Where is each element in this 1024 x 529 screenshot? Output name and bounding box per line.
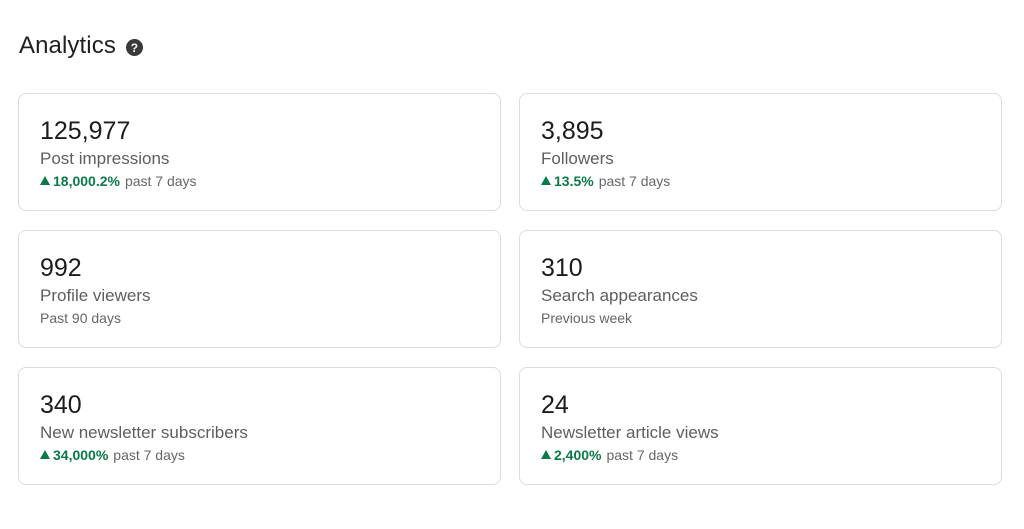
trend-up-icon [40,450,50,459]
card-profile-viewers[interactable]: 992 Profile viewers Past 90 days [18,230,501,348]
question-circle-icon[interactable]: ? [125,39,143,56]
metric-label: Post impressions [40,149,170,168]
metric-label: New newsletter subscribers [40,423,248,442]
metric-value: 3,895 [541,117,604,145]
trend-period: past 7 days [606,447,679,463]
trend-up-icon [40,176,50,185]
metric-label: Profile viewers [40,286,151,305]
metric-trend: 13.5% past 7 days [541,171,980,191]
period-text: Previous week [541,310,633,326]
trend-up-icon [541,450,551,459]
trend-percent: 34,000% [53,447,109,463]
trend-percent: 13.5% [554,173,594,189]
card-search-appearances[interactable]: 310 Search appearances Previous week [519,230,1002,348]
metric-value: 125,977 [40,117,131,145]
card-newsletter-subscribers[interactable]: 340 New newsletter subscribers 34,000% p… [18,367,501,485]
card-followers[interactable]: 3,895 Followers 13.5% past 7 days [519,93,1002,211]
period-text: Past 90 days [40,310,121,326]
trend-period: past 7 days [598,173,671,189]
card-post-impressions[interactable]: 125,977 Post impressions 18,000.2% past … [18,93,501,211]
metric-label: Followers [541,149,614,168]
trend-up-icon [541,176,551,185]
page-title: Analytics [19,32,116,59]
analytics-grid: 125,977 Post impressions 18,000.2% past … [18,93,1002,485]
metric-trend: 34,000% past 7 days [40,445,479,465]
metric-label: Search appearances [541,286,698,305]
trend-period: past 7 days [113,447,185,463]
metric-label: Newsletter article views [541,423,719,442]
trend-percent: 2,400% [554,447,602,463]
metric-value: 340 [40,391,82,419]
metric-period: Previous week [541,308,980,328]
metric-trend: 18,000.2% past 7 days [40,171,479,191]
metric-value: 992 [40,254,82,282]
metric-trend: 2,400% past 7 days [541,445,980,465]
card-newsletter-article-views[interactable]: 24 Newsletter article views 2,400% past … [519,367,1002,485]
trend-period: past 7 days [124,173,197,189]
metric-value: 24 [541,391,569,419]
analytics-header: Analytics ? [19,30,143,62]
metric-period: Past 90 days [40,308,479,328]
trend-percent: 18,000.2% [53,173,120,189]
metric-value: 310 [541,254,583,282]
